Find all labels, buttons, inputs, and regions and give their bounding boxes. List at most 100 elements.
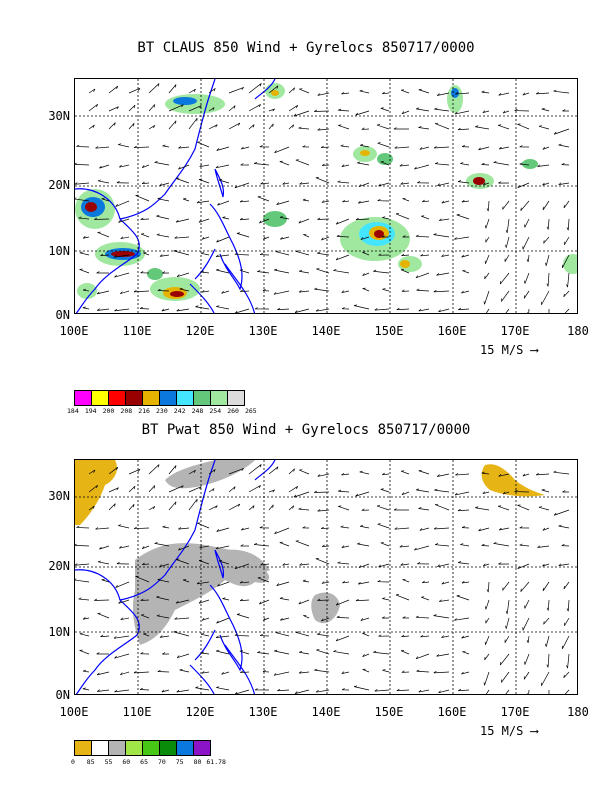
wind-arrow-head: [239, 580, 243, 584]
wind-arrow: [216, 306, 230, 310]
wind-arrow: [215, 164, 230, 169]
wind-arrow: [317, 599, 330, 601]
wind-arrow: [333, 651, 350, 655]
wind-arrow: [259, 599, 270, 605]
wind-arrow-head: [216, 529, 220, 532]
wind-arrow: [399, 164, 410, 167]
wind-arrow: [228, 122, 241, 130]
wind-arrow-head: [298, 126, 302, 129]
wind-arrow-head: [422, 199, 425, 203]
wind-arrow-head: [133, 105, 136, 109]
wind-arrow-head: [505, 244, 507, 248]
wind-arrow: [487, 581, 490, 593]
wind-arrow-head: [116, 487, 119, 491]
legend-swatch: [142, 740, 160, 756]
wind-arrow-head: [441, 200, 445, 204]
wind-arrow: [282, 182, 290, 185]
wind-arrow-head: [498, 146, 502, 150]
wind-arrow: [199, 164, 210, 168]
wind-arrow-head: [96, 485, 98, 489]
wind-arrow-head: [295, 486, 299, 490]
wind-arrow-head: [498, 527, 502, 531]
wind-arrow-head: [199, 545, 203, 548]
wind-arrow-head: [118, 524, 122, 526]
wind-arrow-head: [341, 290, 345, 293]
wind-arrow: [302, 199, 310, 202]
wind-arrow: [259, 218, 270, 224]
wind-arrow-head: [140, 271, 144, 274]
wind-arrow: [341, 671, 350, 675]
wind-arrow: [100, 635, 110, 638]
wind-arrow-head: [178, 527, 182, 530]
wind-arrow-head: [259, 252, 263, 255]
panel2-ytick: 0N: [55, 688, 70, 702]
wind-arrow-head: [175, 84, 177, 88]
wind-arrow: [342, 200, 350, 203]
wind-arrow: [437, 563, 450, 568]
wind-arrow-head: [454, 111, 458, 115]
wind-arrow: [248, 83, 262, 94]
wind-arrow-head: [435, 543, 439, 545]
wind-arrow: [280, 236, 290, 240]
wind-arrow-head: [79, 632, 83, 635]
wind-arrow: [240, 599, 250, 602]
wind-arrow-head: [241, 146, 244, 150]
wind-arrow: [159, 563, 170, 568]
wind-arrow: [547, 272, 550, 287]
wind-arrow-head: [505, 625, 507, 629]
wind-arrow-head: [541, 107, 545, 110]
wind-arrow-head: [302, 145, 306, 148]
wind-arrow-head: [340, 525, 344, 528]
wind-arrow-head: [396, 307, 400, 311]
wind-arrow: [499, 653, 510, 666]
wind-arrow: [498, 473, 510, 477]
wind-arrow-head: [519, 543, 523, 546]
wind-arrow: [558, 182, 570, 185]
panel2-xtick: 110E: [122, 705, 152, 719]
wind-arrow-head: [260, 182, 264, 185]
wind-arrow: [303, 615, 310, 619]
wind-arrow: [142, 164, 150, 168]
wind-arrow: [299, 270, 310, 274]
panel1-xtick: 130E: [248, 324, 278, 338]
wind-arrow: [299, 651, 310, 655]
wind-arrow-head: [140, 652, 144, 655]
wind-arrow-head: [141, 562, 145, 565]
wind-arrow-head: [156, 214, 160, 217]
wind-arrow: [362, 669, 370, 673]
wind-arrow-head: [542, 527, 546, 531]
wind-arrow: [435, 544, 450, 547]
wind-arrow-head: [78, 216, 82, 219]
wind-arrow: [441, 581, 450, 585]
wind-arrow-head: [563, 293, 565, 297]
wind-arrow: [519, 544, 530, 547]
wind-arrow: [502, 200, 510, 210]
wind-arrow: [567, 599, 570, 612]
wind-arrow-head: [483, 563, 486, 567]
wind-arrow: [461, 581, 470, 584]
wind-arrow: [162, 145, 170, 148]
wind-arrow: [188, 486, 202, 493]
wind-arrow-head: [526, 639, 529, 644]
wind-arrow: [119, 545, 130, 549]
wind-arrow-head: [538, 506, 542, 508]
wind-arrow-head: [215, 254, 219, 257]
wind-arrow-head: [314, 490, 318, 493]
wind-arrow-head: [454, 237, 457, 240]
wind-arrow: [162, 526, 170, 529]
wind-arrow: [298, 671, 310, 674]
panel1-xtick: 170E: [500, 324, 530, 338]
wind-arrow-head: [174, 617, 178, 620]
wind-arrow: [362, 288, 370, 292]
wind-arrow: [458, 308, 470, 311]
wind-arrow: [455, 92, 470, 95]
wind-arrow: [196, 581, 210, 585]
wind-arrow: [419, 146, 430, 150]
wind-arrow-head: [175, 501, 177, 505]
wind-arrow: [454, 110, 470, 115]
wind-arrow: [321, 146, 330, 149]
wind-arrow-head: [274, 150, 277, 154]
wind-arrow-head: [200, 252, 205, 254]
wind-arrow: [461, 200, 470, 203]
wind-arrow-head: [298, 671, 302, 674]
